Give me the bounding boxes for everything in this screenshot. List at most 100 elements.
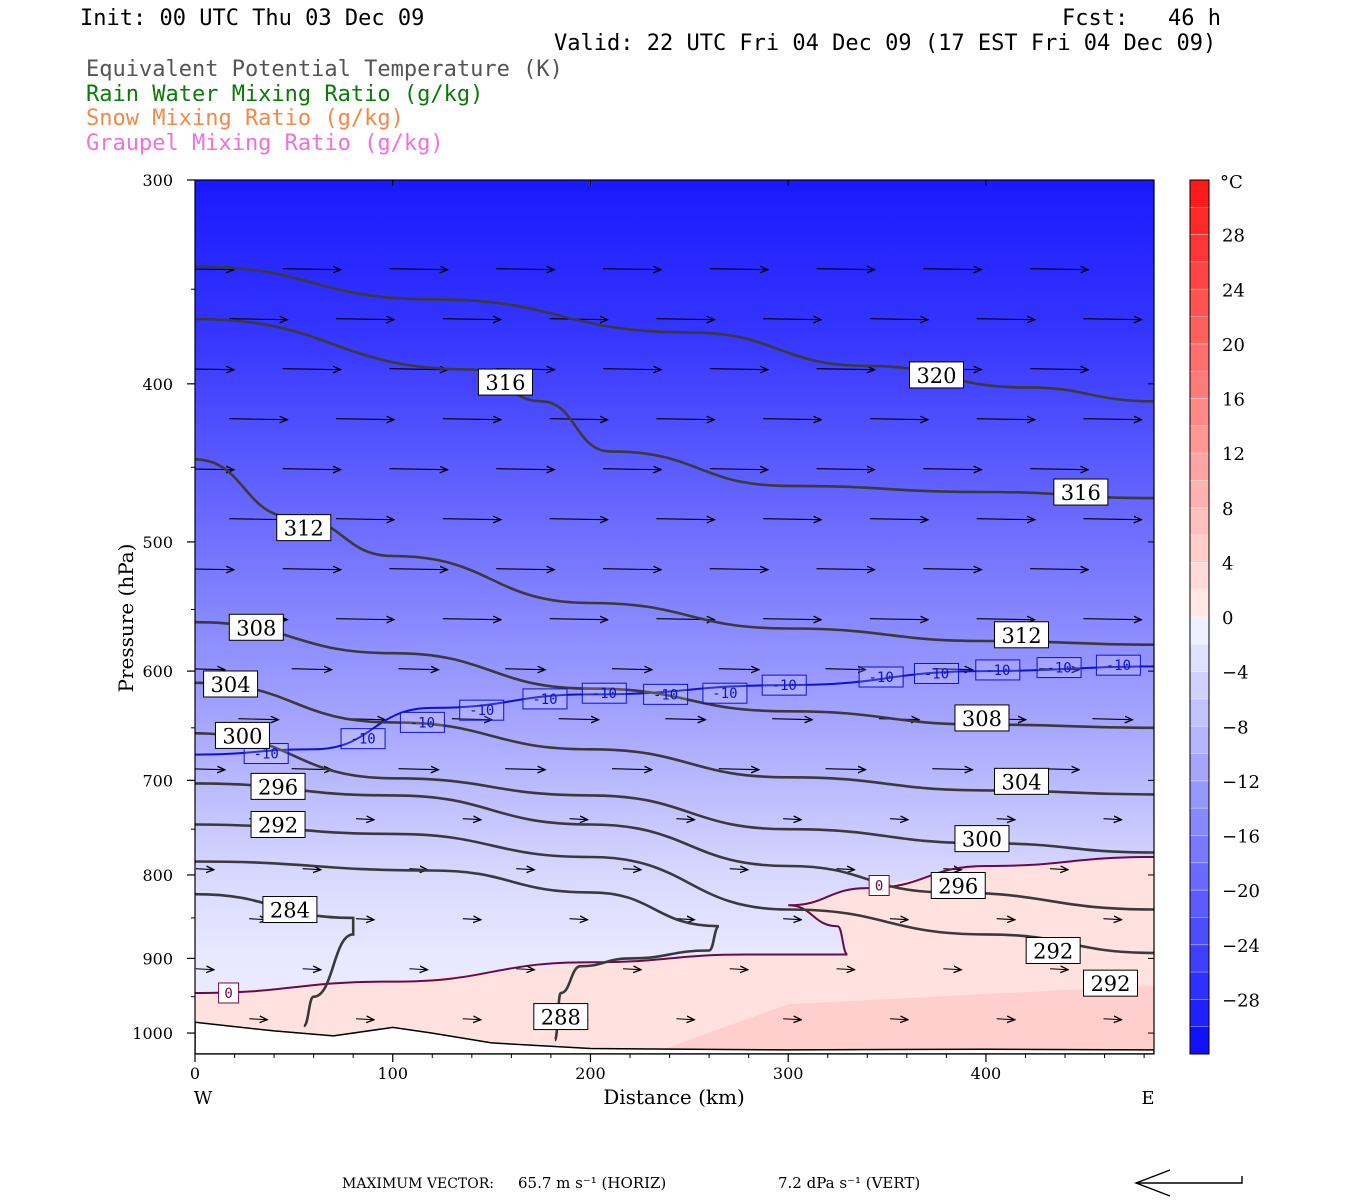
temperature-contour-label: -10 bbox=[924, 666, 949, 682]
wind-vector bbox=[1050, 969, 1068, 970]
wind-vector bbox=[869, 619, 928, 620]
wind-vector bbox=[932, 769, 972, 770]
colorbar-bin bbox=[1190, 535, 1209, 563]
colorbar-bin bbox=[1190, 999, 1209, 1028]
wind-vector bbox=[996, 819, 1015, 820]
temperature-contour-label: -10 bbox=[532, 692, 557, 708]
wind-vector bbox=[656, 419, 714, 420]
wind-vector bbox=[356, 1019, 374, 1020]
max-vector-label: MAXIMUM VECTOR: bbox=[342, 1176, 494, 1192]
theta-e-contour bbox=[195, 317, 1154, 500]
wind-vector bbox=[836, 869, 855, 870]
wind-vector bbox=[442, 519, 501, 520]
y-tick-label: 600 bbox=[142, 662, 173, 681]
wind-vector bbox=[889, 819, 908, 820]
wind-vector bbox=[923, 569, 981, 570]
wind-vector bbox=[718, 769, 759, 770]
theta-e-contour-label-box bbox=[250, 772, 306, 800]
wind-vector bbox=[825, 769, 866, 770]
temperature-contour bbox=[195, 856, 1154, 994]
wind-vector bbox=[656, 319, 714, 320]
y-tick-label: 900 bbox=[142, 949, 173, 968]
temperature-contour-label-box bbox=[581, 682, 627, 704]
wind-vector bbox=[1103, 819, 1121, 820]
wind-vector bbox=[282, 569, 341, 570]
wind-vector bbox=[889, 919, 908, 920]
wind-vector bbox=[718, 669, 759, 670]
theta-e-contour-label-box bbox=[930, 872, 986, 900]
wind-vector bbox=[195, 669, 225, 670]
colorbar-unit: °C bbox=[1220, 172, 1243, 193]
wind-vector bbox=[709, 269, 768, 270]
wind-vector bbox=[665, 719, 705, 720]
wind-vector bbox=[709, 569, 768, 570]
wind-vector bbox=[996, 1019, 1015, 1020]
wind-vector bbox=[229, 419, 287, 420]
y-tick-label: 400 bbox=[142, 375, 173, 394]
wind-vector bbox=[195, 369, 234, 370]
theta-e-contour-label-box bbox=[1082, 969, 1138, 997]
y-tick-label: 300 bbox=[142, 171, 173, 190]
colorbar-tick-label: 0 bbox=[1222, 608, 1233, 629]
colorbar-bin bbox=[1190, 644, 1209, 673]
colorbar-bin bbox=[1190, 972, 1209, 1000]
wind-vector bbox=[676, 919, 694, 920]
wind-vector bbox=[1083, 419, 1141, 420]
wind-vector bbox=[398, 769, 438, 770]
wind-vector bbox=[1030, 269, 1088, 270]
theta-e-contour-label-box bbox=[954, 825, 1010, 853]
wind-vector bbox=[1030, 369, 1088, 370]
colorbar-bin bbox=[1190, 261, 1209, 290]
temperature-contour-label: -10 bbox=[772, 678, 797, 694]
wind-vector bbox=[462, 819, 481, 820]
wind-vector bbox=[763, 419, 821, 420]
temperature-contour-label-box bbox=[1036, 657, 1082, 679]
wind-vector bbox=[1103, 1019, 1121, 1020]
theta-e-contour-label-box bbox=[477, 368, 533, 396]
max-vector-vertical: 7.2 dPa s⁻¹ (VERT) bbox=[778, 1174, 921, 1192]
temperature-contour-label-box bbox=[522, 688, 568, 710]
wind-vector bbox=[558, 719, 599, 720]
wind-vector bbox=[282, 469, 341, 470]
theta-e-contour-label-box bbox=[994, 767, 1050, 795]
theta-e-contour-label-box bbox=[203, 670, 259, 698]
colorbar-bin bbox=[1190, 207, 1209, 236]
wind-vector bbox=[622, 969, 641, 970]
temperature-contour-label-box bbox=[975, 659, 1021, 681]
wind-vector bbox=[783, 819, 801, 820]
wind-vector bbox=[676, 819, 694, 820]
temperature-contour-label: -10 bbox=[653, 687, 678, 703]
terrain bbox=[195, 1021, 1154, 1054]
colorbar-bin bbox=[1190, 562, 1209, 591]
wind-vector bbox=[442, 619, 501, 620]
forecast-hour: Fcst: 46 h bbox=[1062, 6, 1221, 31]
y-axis-label: Pressure (hPa) bbox=[114, 544, 138, 693]
wind-vector bbox=[602, 569, 661, 570]
wind-vector bbox=[336, 519, 394, 520]
y-tick-label: 800 bbox=[142, 866, 173, 885]
colorbar-bin bbox=[1190, 343, 1209, 372]
theta-e-contour-label: 292 bbox=[1090, 972, 1130, 996]
colorbar-bin bbox=[1190, 835, 1209, 864]
wind-vector bbox=[549, 419, 608, 420]
wind-vector bbox=[1050, 869, 1068, 870]
temperature-contour-label: -10 bbox=[592, 686, 617, 702]
colorbar-tick-label: −28 bbox=[1222, 990, 1260, 1011]
wind-vector bbox=[282, 369, 341, 370]
wind-vector bbox=[816, 469, 875, 470]
colorbar-tick-label: 24 bbox=[1222, 280, 1245, 301]
theta-e-contour-label: 300 bbox=[222, 724, 262, 748]
wind-vector bbox=[1030, 469, 1088, 470]
temperature-contour-label-box bbox=[858, 666, 904, 688]
wind-vector bbox=[549, 519, 608, 520]
wind-vector bbox=[356, 819, 374, 820]
wind-vector bbox=[505, 769, 545, 770]
wind-vector bbox=[889, 1019, 908, 1020]
temperature-contour-label: -10 bbox=[712, 686, 737, 702]
x-tick-label: 0 bbox=[190, 1064, 200, 1083]
theta-e-contour-label: 308 bbox=[962, 707, 1002, 731]
colorbar-bin bbox=[1190, 316, 1209, 345]
colorbar-bin bbox=[1190, 726, 1209, 755]
temperature-contour-label-box bbox=[913, 662, 959, 684]
